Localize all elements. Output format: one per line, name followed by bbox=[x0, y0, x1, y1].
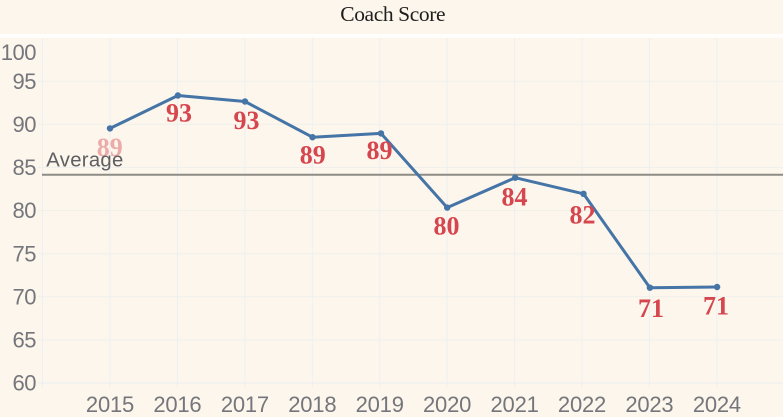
svg-text:100: 100 bbox=[1, 40, 36, 65]
svg-text:60: 60 bbox=[13, 371, 37, 396]
svg-text:2022: 2022 bbox=[558, 392, 606, 417]
svg-text:71: 71 bbox=[703, 292, 729, 321]
svg-text:2021: 2021 bbox=[491, 392, 539, 417]
svg-text:65: 65 bbox=[13, 328, 37, 353]
svg-text:90: 90 bbox=[13, 112, 37, 137]
svg-text:80: 80 bbox=[434, 212, 460, 241]
svg-text:85: 85 bbox=[13, 155, 37, 180]
svg-text:71: 71 bbox=[638, 294, 664, 323]
svg-text:89: 89 bbox=[300, 141, 326, 170]
svg-text:2023: 2023 bbox=[625, 392, 673, 417]
svg-text:2015: 2015 bbox=[86, 392, 134, 417]
svg-text:82: 82 bbox=[570, 201, 596, 230]
svg-text:2019: 2019 bbox=[356, 392, 404, 417]
svg-text:80: 80 bbox=[13, 198, 37, 223]
svg-text:Average: Average bbox=[46, 149, 123, 171]
svg-text:2024: 2024 bbox=[693, 392, 741, 417]
svg-text:89: 89 bbox=[367, 136, 393, 165]
svg-text:Coach Score: Coach Score bbox=[340, 2, 445, 26]
svg-text:2020: 2020 bbox=[423, 392, 471, 417]
svg-text:75: 75 bbox=[13, 241, 37, 266]
svg-text:2018: 2018 bbox=[288, 392, 336, 417]
svg-text:93: 93 bbox=[166, 99, 192, 128]
svg-text:2017: 2017 bbox=[221, 392, 269, 417]
svg-text:84: 84 bbox=[502, 183, 528, 212]
svg-text:95: 95 bbox=[13, 69, 37, 94]
svg-text:2016: 2016 bbox=[153, 392, 201, 417]
svg-text:70: 70 bbox=[13, 284, 37, 309]
svg-text:93: 93 bbox=[234, 106, 260, 135]
svg-text:89: 89 bbox=[97, 133, 123, 162]
